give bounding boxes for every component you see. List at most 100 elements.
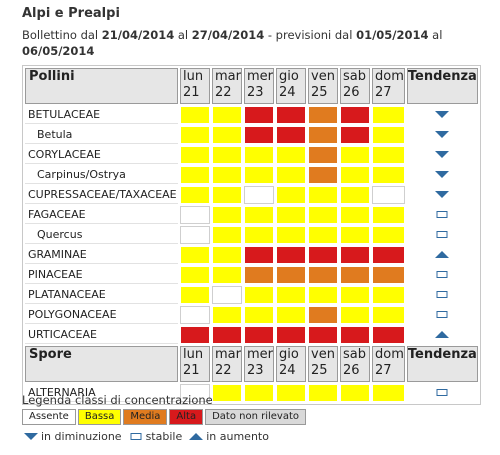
level-cell bbox=[276, 146, 307, 164]
taxon-name: ALTERNARIA bbox=[25, 384, 178, 402]
level-cell bbox=[212, 206, 242, 224]
day-name: lun bbox=[183, 69, 204, 84]
level-cell bbox=[308, 126, 339, 144]
trend-shape bbox=[435, 190, 450, 198]
level-cell bbox=[180, 186, 210, 204]
data-row: BETULACEAE bbox=[25, 106, 478, 124]
day-date: 21 bbox=[183, 363, 200, 378]
trend-cell bbox=[407, 384, 478, 402]
level-cell bbox=[212, 246, 242, 264]
level-cell bbox=[340, 266, 371, 284]
level-cell bbox=[212, 146, 242, 164]
level-cell bbox=[244, 326, 275, 344]
trend-cell bbox=[407, 326, 478, 344]
day-header: mar 22 bbox=[212, 346, 242, 382]
level-cell bbox=[372, 166, 405, 184]
day-date: 25 bbox=[311, 85, 328, 100]
trend-shape bbox=[436, 290, 448, 298]
level-cell bbox=[244, 166, 275, 184]
trend-shape bbox=[436, 210, 448, 218]
trend-icon bbox=[24, 433, 38, 440]
trend-shape bbox=[24, 433, 38, 440]
trend-shape bbox=[436, 230, 448, 238]
data-row: CORYLACEAE bbox=[25, 146, 478, 164]
level-cell bbox=[276, 186, 307, 204]
level-cell bbox=[244, 126, 275, 144]
level-cell bbox=[308, 186, 339, 204]
day-name: mar bbox=[215, 69, 241, 84]
trend-icon bbox=[130, 433, 142, 440]
trend-cell bbox=[407, 246, 478, 264]
level-cell bbox=[244, 146, 275, 164]
level-cell bbox=[180, 106, 210, 124]
day-header: dom 27 bbox=[372, 68, 405, 104]
day-name: gio bbox=[279, 347, 299, 362]
level-cell bbox=[212, 166, 242, 184]
date: 27/04/2014 bbox=[191, 28, 265, 42]
level-cell bbox=[180, 246, 210, 264]
level-cell bbox=[308, 326, 339, 344]
level-cell bbox=[276, 126, 307, 144]
level-cell bbox=[276, 226, 307, 244]
level-cell bbox=[180, 146, 210, 164]
trend-icon bbox=[436, 290, 448, 298]
date: 06/05/2014 bbox=[22, 44, 95, 58]
level-cell bbox=[308, 246, 339, 264]
level-cell bbox=[180, 226, 210, 244]
date: 21/04/2014 bbox=[101, 28, 175, 42]
trend-shape bbox=[435, 130, 450, 138]
taxon-name: GRAMINAE bbox=[25, 246, 178, 264]
taxon-name: Quercus bbox=[25, 226, 178, 244]
day-name: mar bbox=[215, 347, 241, 362]
level-cell bbox=[308, 166, 339, 184]
trend-icon bbox=[189, 433, 204, 440]
day-date: 23 bbox=[247, 85, 264, 100]
bulletin-text: al bbox=[177, 28, 189, 42]
level-cell bbox=[180, 286, 210, 304]
header-row: Pollini lun 21 mar 22 mer 23 gio 24 ven 25 sab 26 dom… bbox=[25, 68, 478, 104]
trend-cell bbox=[407, 286, 478, 304]
legend-trend: stabile bbox=[145, 430, 183, 443]
level-cell bbox=[180, 126, 210, 144]
legend-class: Alta bbox=[169, 409, 204, 425]
day-date: 26 bbox=[343, 363, 360, 378]
section-header: Pollini bbox=[25, 68, 178, 104]
trend-icon bbox=[436, 230, 448, 238]
trend-cell bbox=[407, 106, 478, 124]
level-cell bbox=[180, 166, 210, 184]
date: 01/05/2014 bbox=[356, 28, 429, 42]
taxon-name: PLATANACEAE bbox=[25, 286, 178, 304]
day-header: ven 25 bbox=[308, 68, 339, 104]
level-cell bbox=[212, 286, 242, 304]
day-name: sab bbox=[343, 347, 367, 362]
bulletin-text: - previsioni dal bbox=[267, 28, 353, 42]
taxon-name: PINACEAE bbox=[25, 266, 178, 284]
level-cell bbox=[180, 326, 210, 344]
day-header: gio 24 bbox=[276, 68, 307, 104]
trend-icon bbox=[435, 130, 450, 138]
trend-cell bbox=[407, 306, 478, 324]
bulletin: Bollettino dal 21/04/2014 al 27/04/2014 … bbox=[22, 27, 462, 59]
level-cell bbox=[212, 226, 242, 244]
section-header: Spore bbox=[25, 346, 178, 382]
level-cell bbox=[340, 286, 371, 304]
level-cell bbox=[372, 146, 405, 164]
trend-cell bbox=[407, 126, 478, 144]
day-date: 23 bbox=[247, 363, 264, 378]
trend-cell bbox=[407, 186, 478, 204]
taxon-name: Carpinus/Ostrya bbox=[25, 166, 178, 184]
day-date: 25 bbox=[311, 363, 328, 378]
level-cell bbox=[244, 226, 275, 244]
level-cell bbox=[308, 306, 339, 324]
taxon-name: URTICACEAE bbox=[25, 326, 178, 344]
level-cell bbox=[180, 306, 210, 324]
level-cell bbox=[212, 186, 242, 204]
legend-title: Legenda classi di concentrazione bbox=[22, 393, 213, 407]
data-row: ALTERNARIA bbox=[25, 384, 478, 402]
level-cell bbox=[276, 286, 307, 304]
trend-cell bbox=[407, 226, 478, 244]
legend-trends: in diminuzione stabile in aumento bbox=[24, 430, 273, 443]
level-cell bbox=[180, 384, 210, 402]
data-row: GRAMINAE bbox=[25, 246, 478, 264]
